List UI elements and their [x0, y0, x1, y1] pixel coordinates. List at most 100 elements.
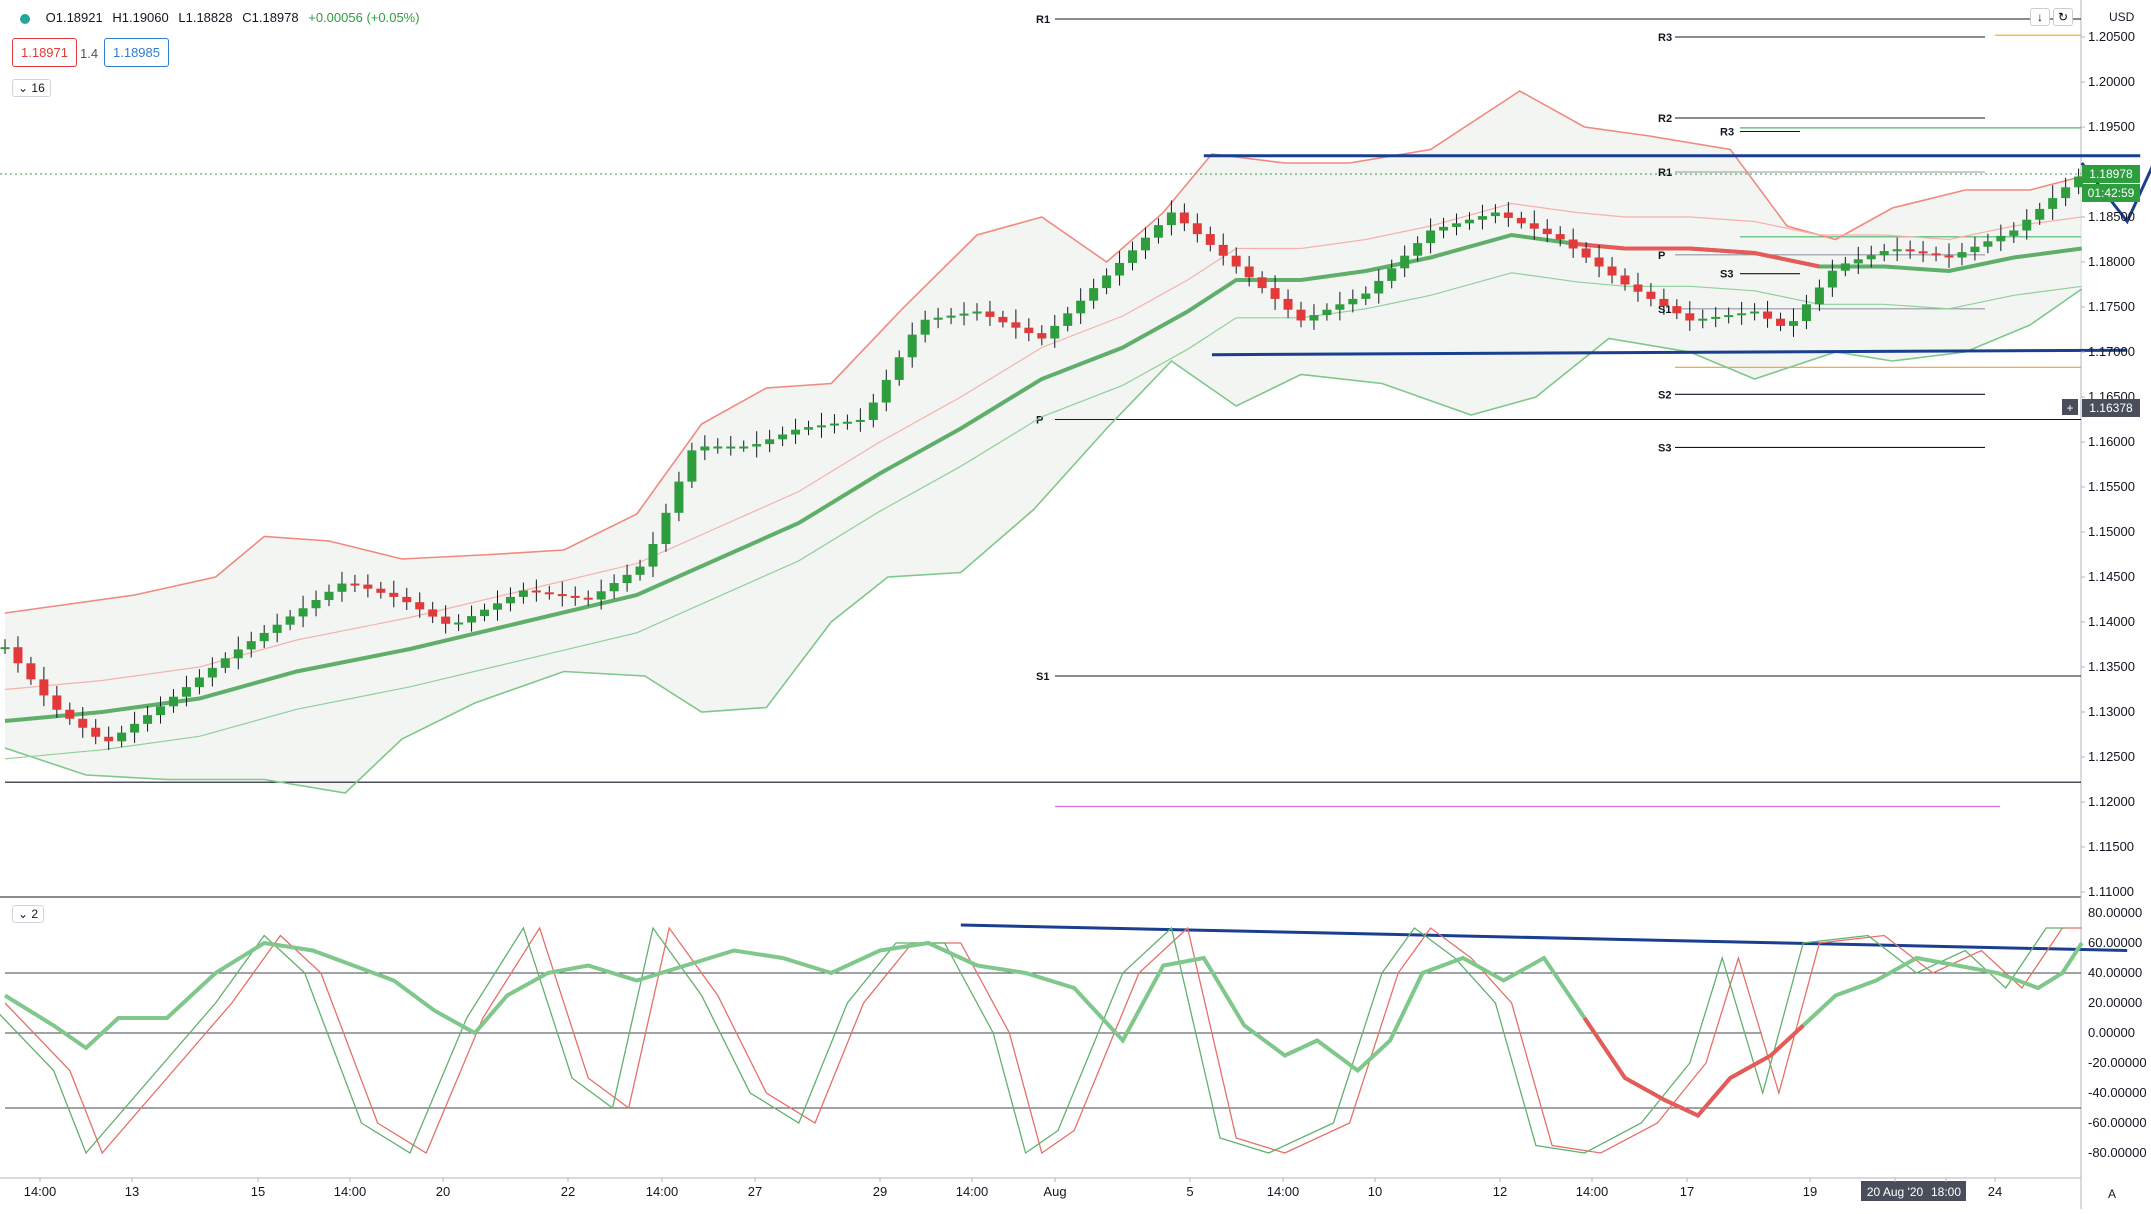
- candle-body: [480, 609, 490, 617]
- time-tick-label: 5: [1186, 1184, 1193, 1199]
- last-price-tag-label: 1.18978: [2089, 167, 2133, 181]
- crosshair-price-tag: [2082, 398, 2140, 417]
- oscillator-tick-label: 20.00000: [2088, 995, 2142, 1010]
- candle-body: [1452, 223, 1462, 227]
- candle-body: [1607, 266, 1617, 276]
- candle-body: [1439, 226, 1449, 231]
- candle-body: [441, 616, 451, 624]
- candle-body: [661, 512, 671, 544]
- candles: [0, 168, 2084, 751]
- indicators-collapse-button[interactable]: ⌄ 16: [12, 79, 51, 97]
- time-tick-label: 14:00: [1576, 1184, 1609, 1199]
- candle-body: [39, 679, 49, 696]
- oscillator-tick-label: -40.00000: [2088, 1085, 2147, 1100]
- candle-body: [1672, 306, 1682, 314]
- candle-body: [1037, 333, 1047, 339]
- oscillator-count: 2: [31, 907, 39, 921]
- time-tick-label: 14:00: [956, 1184, 989, 1199]
- candle-body: [1400, 255, 1410, 269]
- refresh-icon[interactable]: ↻: [2053, 8, 2073, 26]
- price-tick-label: 1.13500: [2088, 659, 2135, 674]
- candle-body: [181, 687, 191, 697]
- candle-body: [829, 423, 839, 426]
- candle-body: [26, 663, 36, 680]
- auto-scale-button[interactable]: A: [2108, 1187, 2117, 1201]
- high-value: H1.19060: [112, 10, 169, 25]
- candle-body: [1128, 250, 1138, 263]
- crosshair-icon: [2062, 398, 2078, 415]
- candle-body: [1270, 288, 1280, 299]
- daily-pivot-label: R1: [1658, 167, 1672, 179]
- candle-body: [1853, 259, 1863, 264]
- candle-body: [1205, 234, 1215, 245]
- candle-body: [104, 736, 114, 742]
- candle-body: [285, 616, 295, 625]
- candle-body: [1257, 277, 1267, 289]
- candle-body: [505, 596, 515, 604]
- time-tick-label: 24: [1988, 1184, 2002, 1199]
- candle-body: [1140, 237, 1150, 251]
- candle-body: [739, 446, 749, 449]
- candle-body: [1244, 266, 1254, 278]
- candle-body: [1633, 284, 1643, 292]
- oscillator-trendline: [960, 923, 2128, 952]
- candle-body: [804, 427, 814, 430]
- crosshair-price-tag-label: 1.16378: [2089, 401, 2133, 415]
- candle-body: [298, 608, 308, 617]
- candle-body: [272, 624, 282, 633]
- countdown-tag-label: 01:42:59: [2088, 186, 2135, 200]
- weekly-pivot-label: R1: [1036, 14, 1050, 26]
- weekly-pivot-label: P: [1036, 415, 1043, 427]
- oscillator-collapse-button[interactable]: ⌄ 2: [12, 905, 45, 923]
- upper-band-line: [4, 90, 2083, 614]
- candle-body: [52, 695, 62, 710]
- buy-price-button[interactable]: 1.18985: [104, 38, 169, 67]
- price-tick-label: 1.12500: [2088, 749, 2135, 764]
- candle-body: [635, 566, 645, 575]
- candle-body: [156, 706, 166, 716]
- candle-body: [1957, 252, 1967, 258]
- scroll-down-icon[interactable]: ↓: [2030, 8, 2050, 26]
- candle-body: [117, 732, 127, 742]
- candle-body: [570, 595, 580, 598]
- candle-body: [1374, 280, 1384, 294]
- candle-body: [1776, 318, 1786, 326]
- candle-body: [1659, 298, 1669, 307]
- candle-body: [415, 602, 425, 610]
- candle-body: [1698, 318, 1708, 321]
- crosshair-icon-label: +: [2066, 401, 2073, 415]
- time-tick-label: Aug: [1043, 1184, 1066, 1199]
- candle-body: [13, 647, 23, 664]
- candle-body: [1685, 313, 1695, 321]
- candle-body: [1763, 311, 1773, 319]
- candle-body: [959, 313, 969, 316]
- candle-body: [713, 446, 723, 449]
- oscillator-tick-label: 40.00000: [2088, 965, 2142, 980]
- chevron-down-icon: ⌄: [18, 81, 29, 95]
- candle-body: [428, 609, 438, 617]
- candle-body: [168, 696, 178, 707]
- inner-lower-band-line: [4, 272, 2082, 760]
- candle-body: [467, 616, 477, 623]
- price-tick-label: 1.11500: [2088, 839, 2134, 854]
- candle-body: [246, 641, 256, 650]
- candle-body: [946, 315, 956, 318]
- time-tick-label: 14:00: [1267, 1184, 1300, 1199]
- candle-body: [1335, 304, 1345, 310]
- candle-body: [1503, 212, 1513, 218]
- candle-body: [1905, 249, 1915, 252]
- price-tick-label: 1.15000: [2088, 524, 2135, 539]
- candle-body: [1218, 244, 1228, 256]
- time-tick-label: 15: [251, 1184, 265, 1199]
- candle-body: [376, 588, 386, 593]
- candle-body: [1711, 316, 1721, 319]
- sell-price-button[interactable]: 1.18971: [12, 38, 77, 67]
- recent-pivot-label: R3: [1720, 127, 1734, 139]
- daily-pivot-label: R2: [1658, 113, 1672, 125]
- candle-body: [259, 632, 269, 642]
- candle-body: [622, 574, 632, 584]
- candle-body: [1892, 249, 1902, 252]
- time-tick-label: 13: [125, 1184, 139, 1199]
